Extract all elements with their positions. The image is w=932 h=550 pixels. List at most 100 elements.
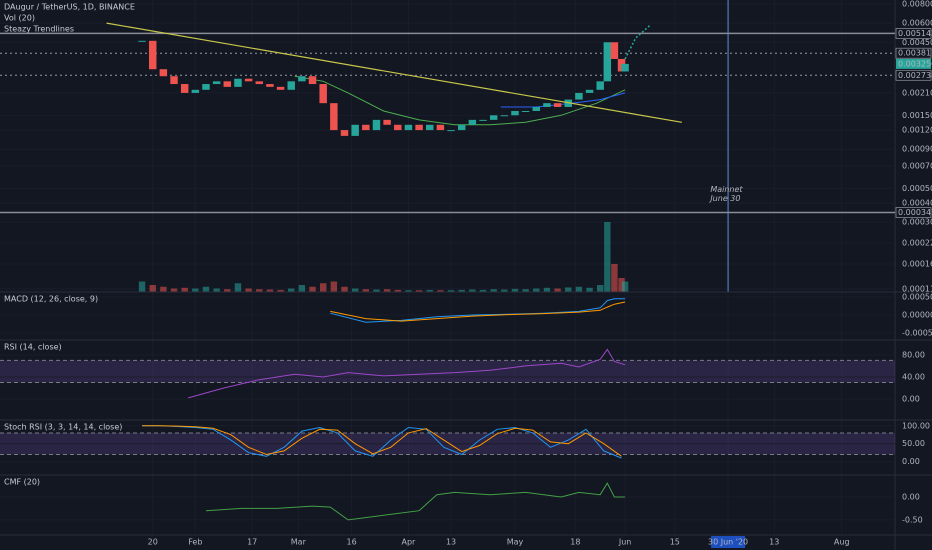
volume-bar (405, 290, 412, 292)
trendline (106, 22, 683, 123)
volume-bar (256, 289, 263, 292)
panel-title: MACD (12, 26, close, 9) (4, 295, 98, 304)
indicator-line (142, 425, 622, 459)
y-tick-label: 0.000900 (902, 145, 932, 154)
candle (255, 81, 263, 85)
candle (575, 92, 583, 100)
candle (308, 76, 317, 85)
x-tick-label: 13 (446, 538, 456, 547)
volume-bar (192, 288, 199, 292)
candle (148, 40, 157, 70)
x-tick-label: Apr (402, 538, 417, 547)
x-tick-label: 15 (670, 538, 680, 547)
candle (447, 130, 455, 132)
candle (330, 103, 338, 131)
candle (603, 42, 612, 82)
projection (624, 24, 651, 60)
y-tick-label: 50.00 (902, 439, 925, 448)
candle (511, 110, 519, 116)
candle (521, 110, 530, 112)
y-tick-label: 0.002100 (902, 88, 932, 97)
y-tick-label: 0.000000 (902, 311, 932, 320)
volume-bar (415, 290, 423, 292)
candle (621, 63, 629, 72)
y-tick-label: 0.008000 (902, 0, 932, 9)
panel-title: RSI (14, close) (4, 343, 62, 352)
y-tick-label: 80.00 (902, 350, 925, 359)
indicator-line (205, 482, 626, 521)
candle (585, 89, 594, 93)
volume-bar (597, 285, 604, 292)
candle (202, 84, 210, 90)
y-tick-label: 0.00 (902, 492, 920, 501)
volume-bar (501, 289, 508, 292)
x-tick-label: Mar (291, 538, 307, 547)
candle (223, 81, 232, 87)
volume-bar (554, 288, 561, 292)
candle (287, 81, 295, 90)
candle (532, 106, 541, 111)
y-tick-label: 0.000110 (902, 284, 932, 293)
candle (159, 69, 168, 77)
volume-bar (479, 289, 487, 292)
candle (212, 81, 221, 85)
volume-bar (277, 289, 284, 292)
price-label-box (896, 58, 931, 69)
y-tick-label: 0.000500 (902, 184, 932, 193)
candle (404, 124, 413, 131)
x-tick-label: Aug (834, 538, 850, 547)
annotation: June 30 (708, 194, 740, 203)
volume-bar (288, 288, 295, 292)
candle (170, 76, 178, 85)
date-highlight (711, 536, 746, 548)
volume-bar (319, 283, 327, 292)
x-tick-label: 30 Jun '20 (708, 538, 748, 547)
price-label: 0.000347 (898, 208, 932, 217)
y-tick-label: 0.000300 (902, 218, 932, 227)
candle (489, 115, 498, 120)
indicator-line (188, 348, 626, 399)
x-tick-label: 16 (347, 538, 357, 547)
y-tick-label: 0.000500 (902, 293, 932, 302)
x-tick-label: Feb (188, 538, 202, 547)
annotation: Mainnet (710, 185, 743, 194)
volume-bar (160, 286, 167, 292)
y-tick-label: -0.000500 (902, 329, 932, 338)
candle (457, 124, 466, 131)
y-tick-label: 100.00 (902, 421, 930, 430)
volume-bar (383, 289, 391, 292)
volume-bar (373, 289, 380, 292)
candle (479, 119, 487, 121)
volume-bar (138, 281, 146, 292)
price-label-box (895, 69, 932, 81)
volume-bar (575, 286, 583, 292)
y-tick-label: 0.000220 (902, 238, 932, 247)
price-label-box (895, 28, 932, 39)
candle (500, 115, 509, 117)
candle (610, 42, 619, 59)
x-tick-label: Jun (618, 538, 632, 547)
price-label-box (895, 47, 932, 59)
volume-bar (437, 290, 444, 292)
x-tick-label: 20 (148, 538, 158, 547)
y-tick-label: 0.00 (902, 457, 920, 466)
candle (298, 76, 306, 82)
y-tick-label: 0.001200 (902, 126, 932, 135)
candle (362, 124, 370, 131)
x-tick-label: May (507, 538, 524, 547)
candle (372, 119, 381, 131)
volume-bar (213, 288, 220, 292)
candle (234, 78, 242, 87)
candle (426, 124, 434, 131)
volume-bar (618, 278, 625, 292)
panel-subtitle: Vol (20) (4, 14, 35, 23)
y-tick-label: 0.006000 (902, 19, 932, 28)
price-label: 0.003817 (898, 49, 932, 58)
candle (415, 124, 423, 131)
x-tick-label: 17 (247, 538, 257, 547)
y-tick-label: -0.50 (902, 515, 923, 524)
candle (340, 130, 349, 136)
candle (319, 84, 327, 104)
